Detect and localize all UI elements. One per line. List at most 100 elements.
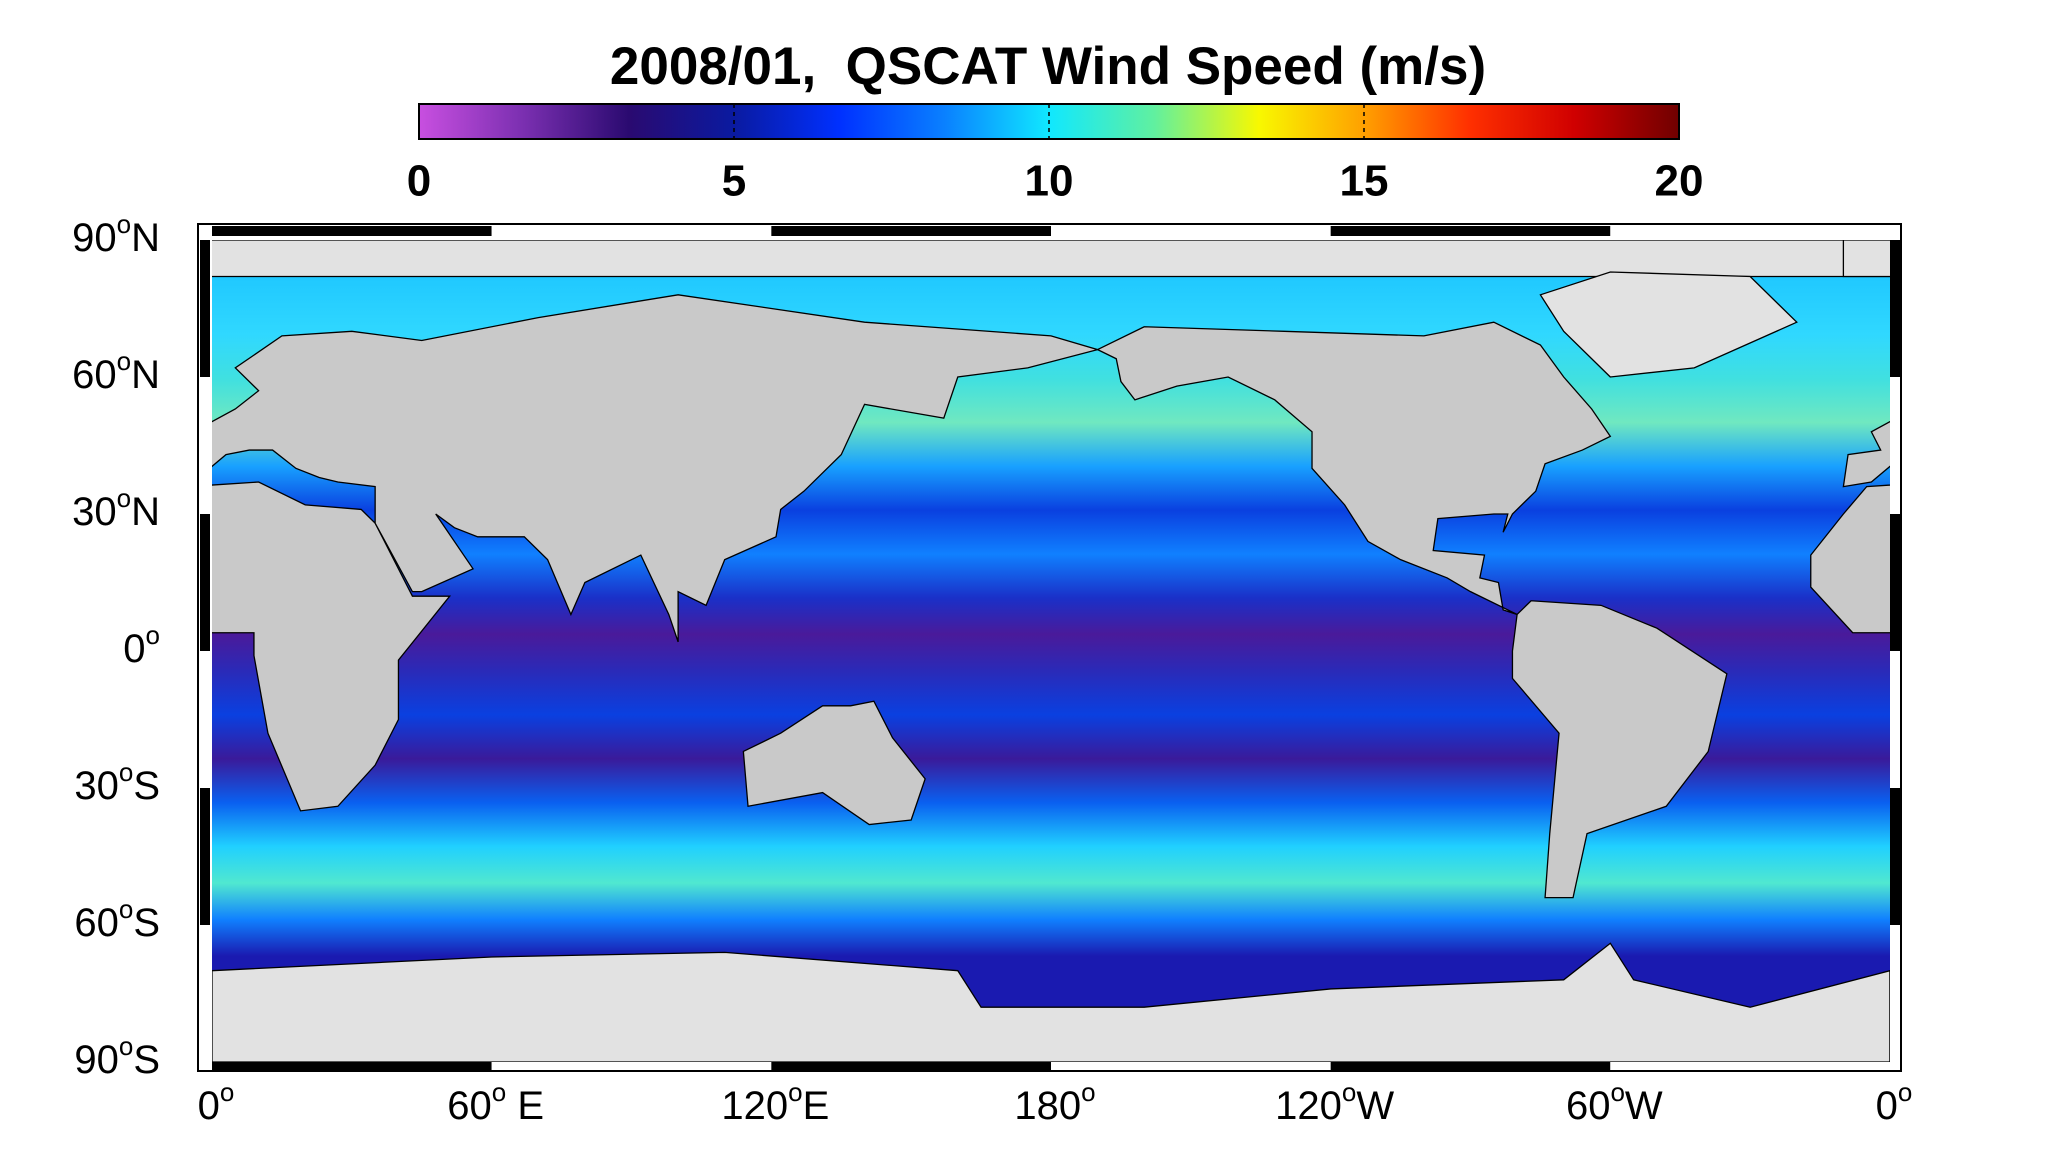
label-number: 60 [72,353,117,397]
colorbar-tick-label: 10 [1025,157,1074,206]
frame-segment [200,377,210,514]
frame-segment [200,514,210,651]
label-degree: o [119,894,133,924]
axis-label: 60o E [447,1077,544,1128]
colorbar-tick-label: 0 [407,157,431,206]
frame-segment [200,788,210,925]
frame-segment [491,1060,772,1070]
colorbar-tick-label: 15 [1340,157,1389,206]
landmass [212,942,1890,1062]
landmass [1096,321,1612,616]
label-suffix: N [131,353,160,397]
axis-label: 90oS [74,1031,160,1082]
label-number: 60 [1566,1084,1611,1128]
frame-segment [491,226,772,236]
label-suffix: S [133,1038,160,1082]
label-degree: o [1898,1077,1912,1107]
label-number: 60 [447,1084,492,1128]
label-degree: o [119,757,133,787]
label-degree: o [492,1077,506,1107]
landmass [212,294,1101,643]
label-degree: o [1342,1077,1356,1107]
axis-label: 0o [1876,1077,1913,1128]
label-suffix: N [131,490,160,534]
map [197,223,1902,1072]
colorbar-tick-label: 20 [1655,157,1704,206]
frame-ticks [200,226,1900,1070]
map-body [212,240,1890,1062]
frame-segment [212,1060,492,1070]
landmass [212,481,452,812]
axis-label: 60oN [72,346,160,397]
frame-segment [1890,240,1900,377]
label-degree: o [117,209,131,239]
label-number: 90 [72,216,117,260]
frame-segment [1890,377,1900,514]
frame-segment [1890,514,1900,651]
label-suffix: W [1356,1084,1394,1128]
label-degree: o [220,1077,234,1107]
frame-segment [1051,1060,1331,1070]
label-number: 0 [1876,1084,1898,1128]
landmass [1842,240,1890,278]
label-degree: o [119,1031,133,1061]
label-suffix: N [131,216,160,260]
frame-segment [1610,226,1890,236]
axis-label: 120oE [721,1077,829,1128]
label-number: 90 [74,1038,119,1082]
axis-label: 60oS [74,894,160,945]
label-number: 30 [74,764,119,808]
label-number: 180 [1014,1084,1081,1128]
label-number: 60 [74,901,119,945]
label-degree: o [117,346,131,376]
label-suffix: S [133,901,160,945]
landmass [212,240,1890,278]
frame-segment [771,226,1051,236]
frame-segment [200,240,210,377]
colorbar: 0 5 10 15 20 [407,103,1704,206]
landmass [1810,484,1890,634]
label-number: 120 [1275,1084,1342,1128]
label-suffix: W [1625,1084,1663,1128]
frame-segment [200,925,210,1062]
axis-label: 90oN [72,209,160,260]
frame-segment [1890,925,1900,1062]
label-degree: o [146,620,160,650]
landmass [1889,970,1890,1062]
frame-segment [1890,788,1900,925]
landmass [742,700,926,826]
label-number: 120 [721,1084,788,1128]
label-degree: o [117,483,131,513]
frame-segment [212,226,492,236]
frame-segment [771,1060,1051,1070]
label-suffix: E [803,1084,830,1128]
landmass [1539,271,1798,378]
axis-label: 60oW [1566,1077,1663,1128]
axis-label: 30oN [72,483,160,534]
frame-segment [1890,651,1900,788]
frame-segment [1051,226,1331,236]
label-number: 0 [198,1084,220,1128]
axis-label: 30oS [74,757,160,808]
landmass [1842,420,1890,488]
colorbar-tick-label: 5 [722,157,746,206]
label-number: 0 [123,627,145,671]
axis-label: 0o [198,1077,235,1128]
landmass [1511,600,1728,899]
label-degree: o [1610,1077,1624,1107]
title: 2008/01, QSCAT Wind Speed (m/s) [610,37,1486,96]
axis-label: 0o [123,620,160,671]
label-suffix: E [506,1084,544,1128]
frame-segment [200,651,210,788]
frame-segment [1330,1060,1611,1070]
frame-segment [1610,1060,1890,1070]
label-number: 30 [72,490,117,534]
label-suffix: S [133,764,160,808]
label-degree: o [1081,1077,1095,1107]
frame-segment [1330,226,1611,236]
axis-label: 180o [1014,1077,1095,1128]
label-degree: o [788,1077,802,1107]
axis-label: 120oW [1275,1077,1394,1128]
